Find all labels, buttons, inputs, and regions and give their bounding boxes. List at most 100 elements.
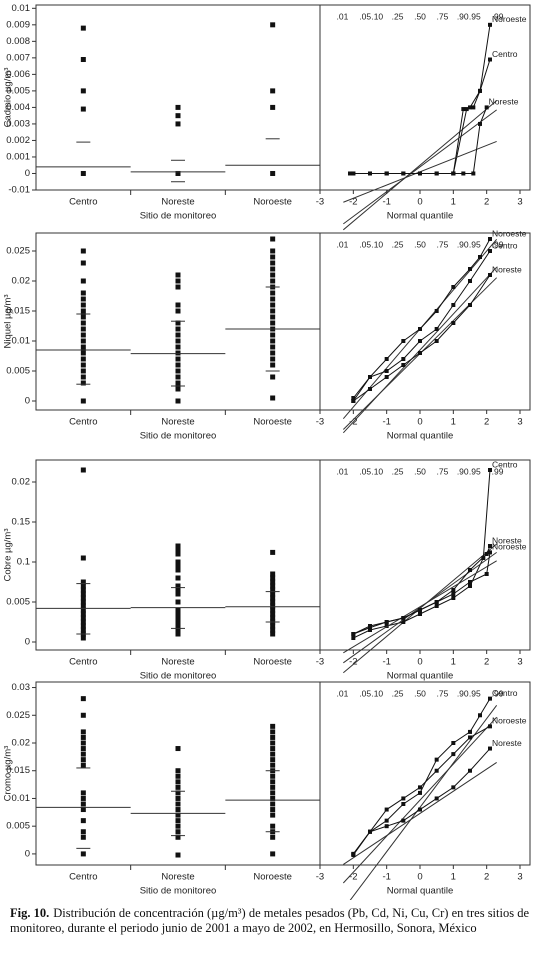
quantile-point <box>451 303 456 307</box>
data-point <box>270 751 276 757</box>
quantile-point <box>434 339 439 343</box>
data-point <box>175 284 181 290</box>
probability-tick-label: .25 <box>392 688 404 698</box>
data-point <box>80 740 86 746</box>
data-point <box>270 314 276 320</box>
series-label: Noroeste <box>492 14 527 24</box>
probability-tick-label: .05 <box>359 11 371 21</box>
data-point <box>80 296 86 302</box>
x-tick-label: 3 <box>517 197 522 208</box>
data-point <box>270 627 276 633</box>
probability-tick-label: .01 <box>337 688 349 698</box>
x-tick-label: 1 <box>451 417 456 428</box>
data-point <box>175 852 181 858</box>
quantile-point <box>384 357 389 361</box>
quantile-point <box>451 285 456 289</box>
x-tick-label: -1 <box>382 197 390 208</box>
data-point <box>80 818 86 824</box>
data-point <box>175 398 181 404</box>
data-point <box>80 591 86 597</box>
x-tick-label: -2 <box>349 197 357 208</box>
x-tick-label: 3 <box>517 657 522 668</box>
data-point <box>80 88 86 94</box>
data-point <box>175 795 181 801</box>
x-axis-label: Sitio de monitoreo <box>140 211 217 222</box>
probability-tick-label: .05 <box>359 239 371 249</box>
data-point <box>80 579 86 585</box>
quantile-point <box>488 57 492 62</box>
data-point <box>270 631 276 637</box>
data-point <box>270 795 276 801</box>
data-point <box>270 170 276 176</box>
data-point <box>270 762 276 768</box>
data-point <box>80 619 86 625</box>
x-axis-label: Sitio de monitoreo <box>140 886 217 897</box>
quantile-point <box>468 267 472 271</box>
quantile-point <box>384 171 389 176</box>
quantile-point <box>401 339 406 343</box>
data-point <box>80 106 86 112</box>
y-axis-label: Niquel µg/m³ <box>3 294 14 348</box>
y-tick-label: 0.006 <box>6 69 30 80</box>
quantile-point <box>351 632 356 636</box>
data-point <box>80 278 86 284</box>
quantile-point <box>434 604 439 608</box>
data-point <box>80 467 86 473</box>
x-tick-label: 2 <box>484 197 489 208</box>
data-point <box>270 296 276 302</box>
data-point <box>270 623 276 629</box>
data-point <box>175 807 181 813</box>
data-point <box>270 266 276 272</box>
quantile-point <box>468 105 472 110</box>
y-tick-label: 0.01 <box>12 3 31 14</box>
probability-tick-label: .75 <box>437 466 449 476</box>
data-point <box>175 615 181 621</box>
quantile-line <box>353 59 491 174</box>
data-point <box>175 611 181 617</box>
x-tick-label: 0 <box>417 657 422 668</box>
x-tick-label: Centro <box>69 872 98 883</box>
data-point <box>270 773 276 779</box>
quantile-point <box>401 620 406 624</box>
quantile-point <box>471 105 476 110</box>
quantile-point <box>384 620 389 624</box>
x-tick-label: 2 <box>484 657 489 668</box>
probability-tick-label: .01 <box>337 11 349 21</box>
data-point <box>175 170 181 176</box>
data-point <box>175 356 181 362</box>
quantile-point <box>351 853 356 858</box>
data-point <box>270 611 276 617</box>
quantile-point <box>434 768 439 773</box>
data-point <box>80 356 86 362</box>
probability-tick-label: .90 <box>457 466 469 476</box>
quantile-point <box>464 107 469 112</box>
quantile-line <box>353 274 491 402</box>
quantile-point <box>484 105 489 110</box>
data-point <box>270 260 276 266</box>
data-point <box>175 551 181 557</box>
data-point <box>80 834 86 840</box>
data-point <box>175 591 181 597</box>
data-point <box>80 790 86 796</box>
data-point <box>80 729 86 735</box>
data-point <box>80 320 86 326</box>
y-tick-label: 0.005 <box>6 821 30 832</box>
data-point <box>175 332 181 338</box>
quantile-point <box>418 171 422 176</box>
data-point <box>80 757 86 763</box>
series-label: Noroeste <box>492 542 527 552</box>
data-point <box>270 236 276 242</box>
x-tick-label: -1 <box>382 872 390 883</box>
probability-tick-label: .90 <box>457 11 469 21</box>
x-tick-label: 0 <box>417 872 422 883</box>
plot-frame <box>319 459 531 651</box>
x-axis-label: Normal quantile <box>387 431 454 442</box>
probability-tick-label: .25 <box>392 239 404 249</box>
data-point <box>175 344 181 350</box>
data-point <box>80 170 86 176</box>
fit-line <box>343 100 497 231</box>
data-point <box>270 599 276 605</box>
data-point <box>80 398 86 404</box>
probability-tick-label: .99 <box>492 11 504 21</box>
quantile-line <box>352 698 491 855</box>
